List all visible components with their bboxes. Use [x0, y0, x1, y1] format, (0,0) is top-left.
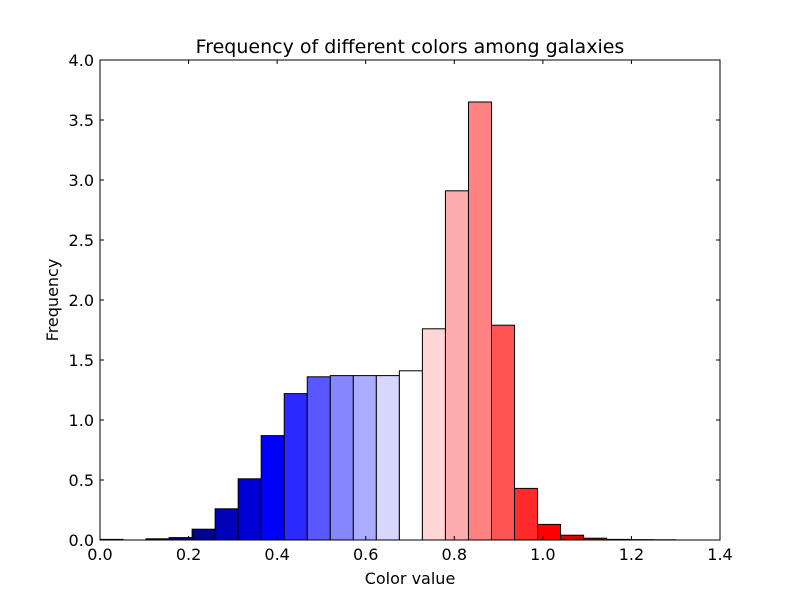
y-tick-label: 3.5	[69, 111, 94, 130]
histogram-bar	[214, 508, 239, 541]
histogram-bar	[398, 370, 423, 541]
histogram-bar	[514, 487, 539, 541]
x-tick-label: 0.0	[87, 545, 112, 564]
y-tick-label: 0.0	[69, 531, 94, 550]
x-axis-label: Color value	[365, 569, 456, 588]
histogram-bar	[260, 435, 285, 541]
histogram-bar	[352, 375, 377, 541]
y-axis-label: Frequency	[43, 259, 62, 342]
histogram-bar	[467, 101, 492, 541]
y-tick-label: 2.0	[69, 291, 94, 310]
x-tick-label: 0.4	[264, 545, 289, 564]
histogram-bar	[306, 376, 331, 541]
histogram-bar	[560, 534, 585, 541]
histogram-bar	[283, 393, 308, 541]
histogram-bar	[490, 324, 516, 541]
y-tick-label: 2.5	[69, 231, 94, 250]
x-tick-label: 1.4	[707, 545, 732, 564]
y-tick-label: 1.0	[69, 411, 94, 430]
bars-group	[99, 101, 677, 541]
histogram-bar	[421, 328, 446, 541]
x-tick-label: 1.2	[619, 545, 644, 564]
histogram-bar	[537, 523, 562, 541]
plot-frame	[99, 59, 721, 541]
x-tick-label: 1.0	[530, 545, 555, 564]
x-tick-label: 0.2	[176, 545, 201, 564]
histogram-bar	[329, 375, 354, 541]
y-tick-label: 0.5	[69, 471, 94, 490]
y-tick-label: 3.0	[69, 171, 94, 190]
x-tick-label: 0.8	[442, 545, 467, 564]
histogram-bar	[237, 478, 262, 541]
y-tick-label: 1.5	[69, 351, 94, 370]
chart-title: Frequency of different colors among gala…	[196, 36, 625, 58]
histogram-bar	[444, 190, 469, 541]
histogram-bar	[375, 375, 400, 541]
y-tick-label: 4.0	[69, 51, 94, 70]
x-tick-label: 0.6	[353, 545, 378, 564]
histogram-bar	[191, 528, 216, 541]
ticks-group: 0.0 0.2 0.4 0.6 0.8 1.0 1.2 1.4 0.0 0.5 1.0 1.5 2.0 2…	[69, 51, 733, 564]
